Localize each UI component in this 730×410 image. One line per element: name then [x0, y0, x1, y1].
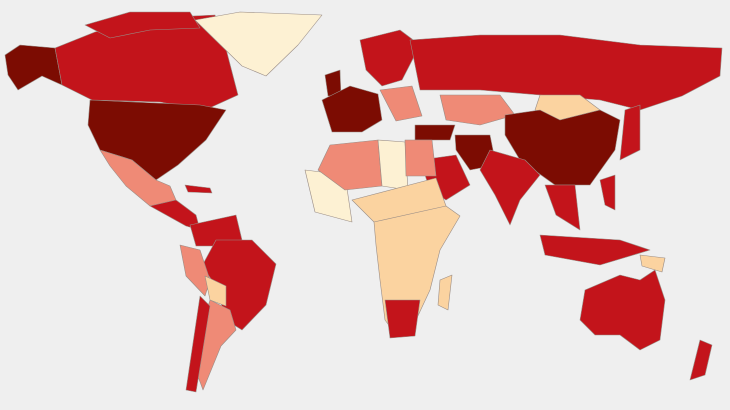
region-turkey[interactable]: [414, 124, 456, 141]
region-eastern-europe[interactable]: [379, 85, 423, 122]
region-china[interactable]: [504, 109, 621, 186]
region-caribbean[interactable]: [184, 184, 213, 194]
region-chile[interactable]: [185, 295, 211, 393]
region-usa[interactable]: [87, 99, 227, 181]
region-south-africa[interactable]: [384, 299, 421, 339]
region-alaska[interactable]: [4, 44, 63, 91]
region-egypt[interactable]: [404, 139, 437, 177]
region-australia[interactable]: [579, 269, 666, 351]
region-central-america[interactable]: [149, 199, 201, 231]
region-japan[interactable]: [619, 104, 641, 161]
region-arctic-islands[interactable]: [84, 11, 201, 39]
region-philippines[interactable]: [599, 174, 616, 211]
region-algeria[interactable]: [317, 139, 383, 191]
region-madagascar[interactable]: [437, 274, 453, 311]
region-scandinavia[interactable]: [359, 29, 421, 87]
region-new-zealand[interactable]: [689, 339, 713, 381]
region-bolivia[interactable]: [204, 275, 227, 307]
region-india[interactable]: [479, 149, 541, 226]
region-kazakhstan[interactable]: [439, 94, 516, 126]
region-western-europe[interactable]: [321, 85, 383, 133]
region-southeast-asia[interactable]: [544, 184, 581, 231]
region-libya-sahel[interactable]: [377, 139, 409, 191]
region-greenland[interactable]: [194, 11, 323, 77]
region-indonesia[interactable]: [539, 234, 651, 266]
region-russia[interactable]: [409, 34, 723, 111]
region-papua-new-guinea[interactable]: [639, 254, 666, 273]
